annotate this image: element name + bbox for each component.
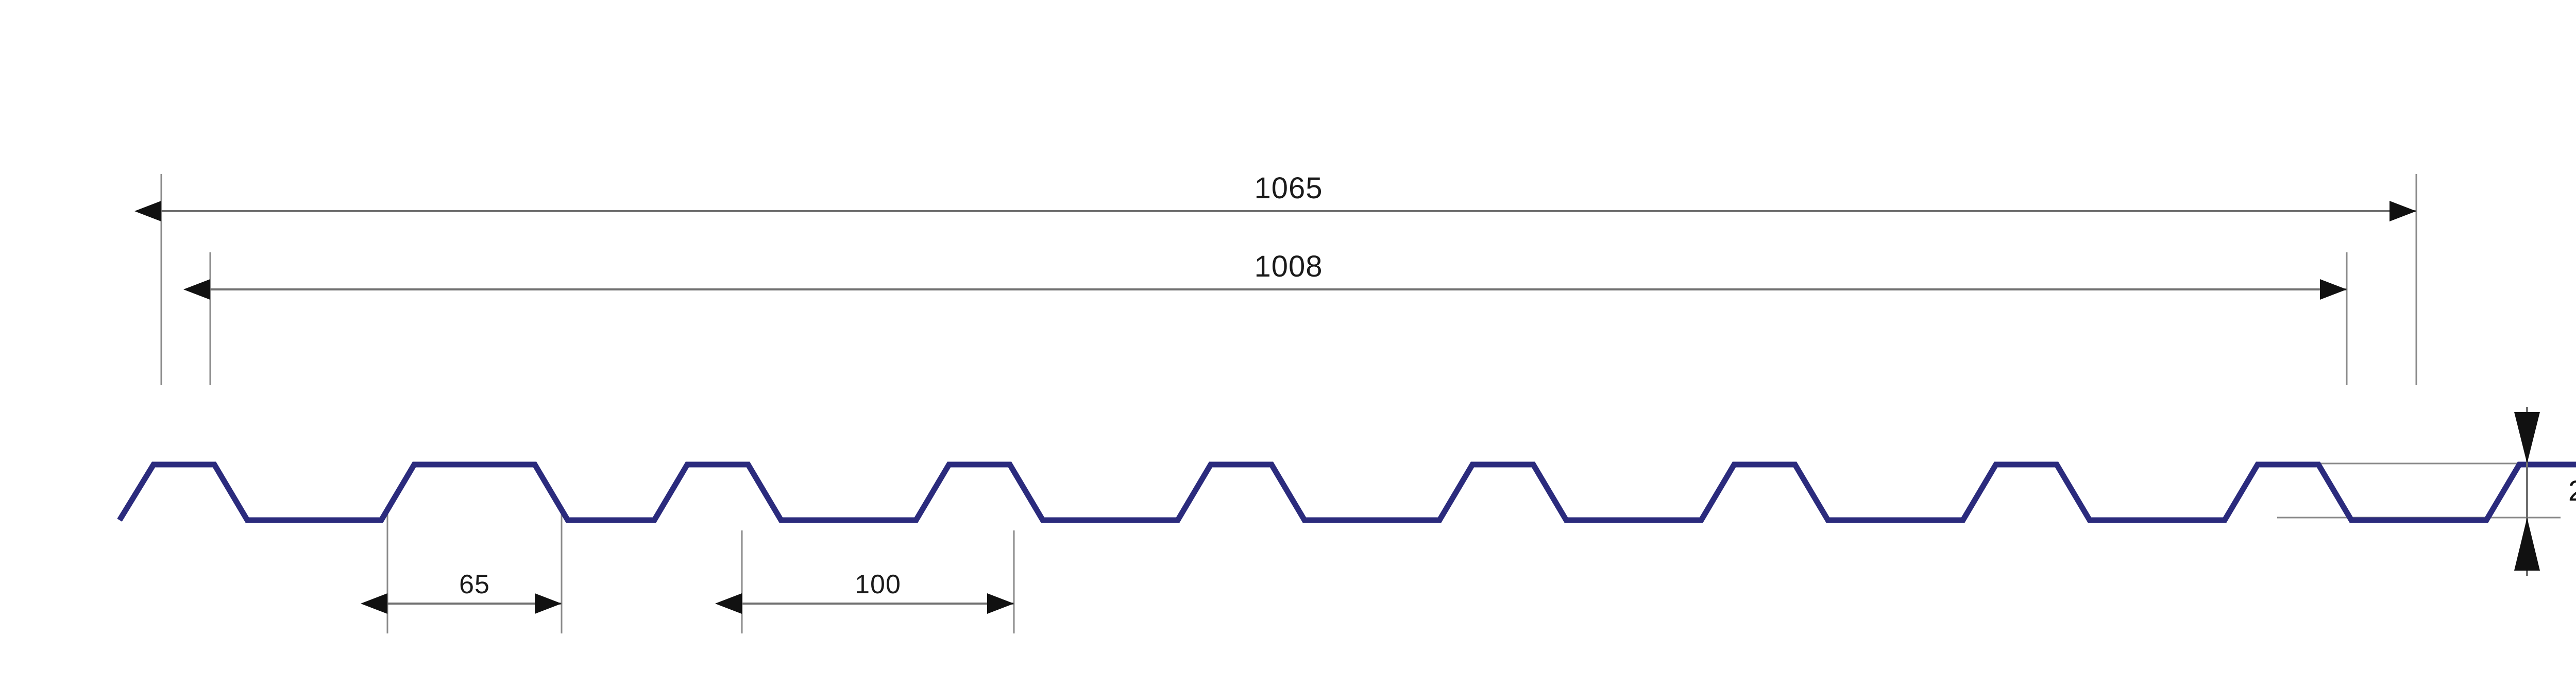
dimension-pitch: 100 (715, 570, 1014, 614)
dimension-label-pitch: 100 (855, 570, 901, 599)
dimension-overall-width: 1065 (134, 171, 2416, 221)
dimension-label-profile-height: 21 мм (2568, 474, 2576, 507)
dimension-useful-width: 1008 (183, 250, 2347, 300)
dimension-crest-width: 65 (361, 570, 562, 614)
dimension-profile-height: 21 мм (2514, 407, 2576, 576)
dimension-arrow-height-bottom (2514, 518, 2540, 571)
dimension-arrow-height-top (2514, 412, 2540, 463)
dimension-label-useful-width: 1008 (1254, 250, 1323, 283)
corrugated-profile-outline (117, 461, 2576, 523)
dimension-label-crest-width: 65 (459, 570, 490, 599)
dimension-label-overall-width: 1065 (1254, 171, 1323, 205)
